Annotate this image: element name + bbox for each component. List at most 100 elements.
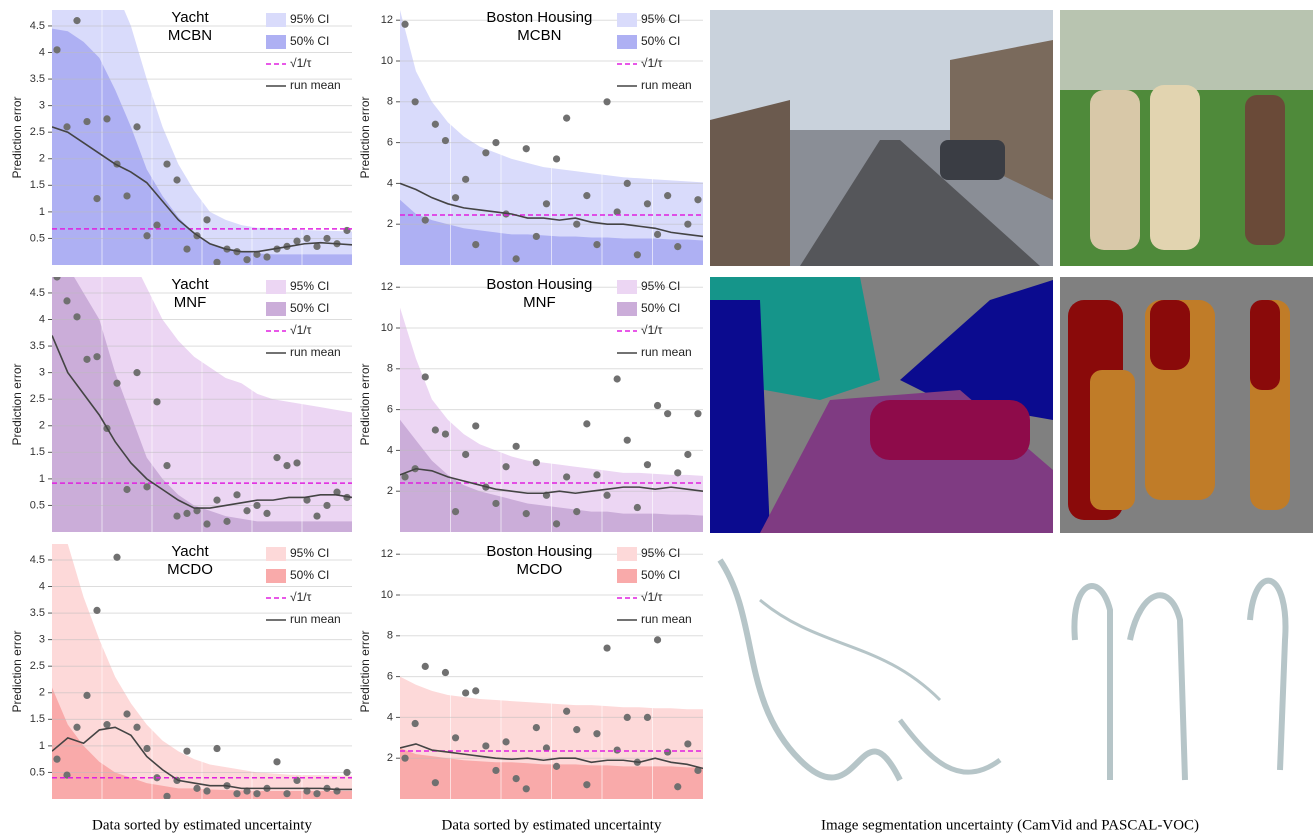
y-tick-label: 4 [39, 580, 45, 592]
data-point [563, 708, 570, 715]
data-point [593, 241, 600, 248]
legend-label: run mean [290, 78, 341, 92]
y-tick-label: 2 [39, 687, 45, 699]
data-point [333, 787, 340, 794]
y-tick-label: 0.5 [30, 766, 45, 778]
data-point [133, 369, 140, 376]
y-tick-label: 10 [381, 589, 393, 601]
data-point [482, 149, 489, 156]
y-tick-label: 3 [39, 367, 45, 379]
y-tick-label: 3.5 [30, 340, 45, 352]
data-point [243, 256, 250, 263]
data-point [472, 422, 479, 429]
legend-label: 50% CI [290, 568, 329, 582]
data-point [553, 520, 560, 527]
edge [1074, 581, 1285, 780]
data-point [684, 451, 691, 458]
data-point [432, 121, 439, 128]
data-point [263, 253, 270, 260]
legend-label: 50% CI [290, 34, 329, 48]
data-point [513, 255, 520, 262]
y-tick-label: 12 [381, 14, 393, 26]
data-point [462, 689, 469, 696]
data-point [482, 742, 489, 749]
data-point [694, 410, 701, 417]
y-axis-label: Prediction error [358, 630, 372, 712]
data-point [654, 402, 661, 409]
data-point [193, 785, 200, 792]
data-point [513, 775, 520, 782]
data-point [133, 123, 140, 130]
data-point [603, 492, 610, 499]
chart-title: Boston Housing [486, 543, 592, 560]
y-tick-label: 1 [39, 473, 45, 485]
data-point [401, 755, 408, 762]
data-point [664, 192, 671, 199]
data-point [614, 375, 621, 382]
data-point [93, 353, 100, 360]
y-axis-label: Prediction error [358, 96, 372, 178]
data-point [173, 176, 180, 183]
legend-label: 95% CI [290, 279, 329, 293]
data-point [492, 139, 499, 146]
y-tick-label: 4 [39, 46, 45, 58]
data-point [213, 745, 220, 752]
data-point [53, 46, 60, 53]
data-point [442, 137, 449, 144]
y-tick-label: 4.5 [30, 20, 45, 32]
y-tick-label: 2 [39, 153, 45, 165]
data-point [452, 508, 459, 515]
data-point [63, 123, 70, 130]
y-tick-label: 1.5 [30, 179, 45, 191]
data-point [674, 783, 681, 790]
segment [1090, 370, 1135, 510]
legend-label: 95% CI [290, 546, 329, 560]
edge [900, 720, 1000, 772]
data-point [624, 437, 631, 444]
data-point [293, 237, 300, 244]
data-point [183, 748, 190, 755]
data-point [664, 410, 671, 417]
data-point [53, 756, 60, 763]
data-point [513, 443, 520, 450]
data-point [533, 233, 540, 240]
y-tick-label: 10 [381, 322, 393, 334]
data-point [674, 243, 681, 250]
data-point [303, 235, 310, 242]
data-point [533, 459, 540, 466]
data-point [73, 313, 80, 320]
data-point [163, 160, 170, 167]
data-point [233, 790, 240, 797]
legend-swatch [617, 13, 637, 27]
data-point [323, 235, 330, 242]
data-point [432, 779, 439, 786]
legend-swatch [266, 547, 286, 561]
data-point [113, 380, 120, 387]
data-point [412, 98, 419, 105]
data-point [432, 426, 439, 433]
data-point [233, 491, 240, 498]
data-point [603, 644, 610, 651]
car [940, 140, 1005, 180]
y-tick-label: 6 [387, 137, 393, 149]
data-point [644, 461, 651, 468]
data-point [452, 194, 459, 201]
data-point [553, 763, 560, 770]
data-point [273, 758, 280, 765]
data-point [103, 721, 110, 728]
data-point [523, 510, 530, 517]
legend-swatch [266, 280, 286, 294]
y-tick-label: 2.5 [30, 393, 45, 405]
chart-subtitle: MNF [174, 294, 207, 311]
data-point [583, 192, 590, 199]
y-tick-label: 2 [387, 218, 393, 230]
data-point [323, 502, 330, 509]
data-point [173, 512, 180, 519]
y-tick-label: 8 [387, 96, 393, 108]
x-axis-label: Data sorted by estimated uncertainty [92, 817, 312, 833]
data-point [183, 510, 190, 517]
y-tick-label: 12 [381, 281, 393, 293]
data-point [253, 790, 260, 797]
chart-subtitle: MCDO [516, 561, 562, 578]
